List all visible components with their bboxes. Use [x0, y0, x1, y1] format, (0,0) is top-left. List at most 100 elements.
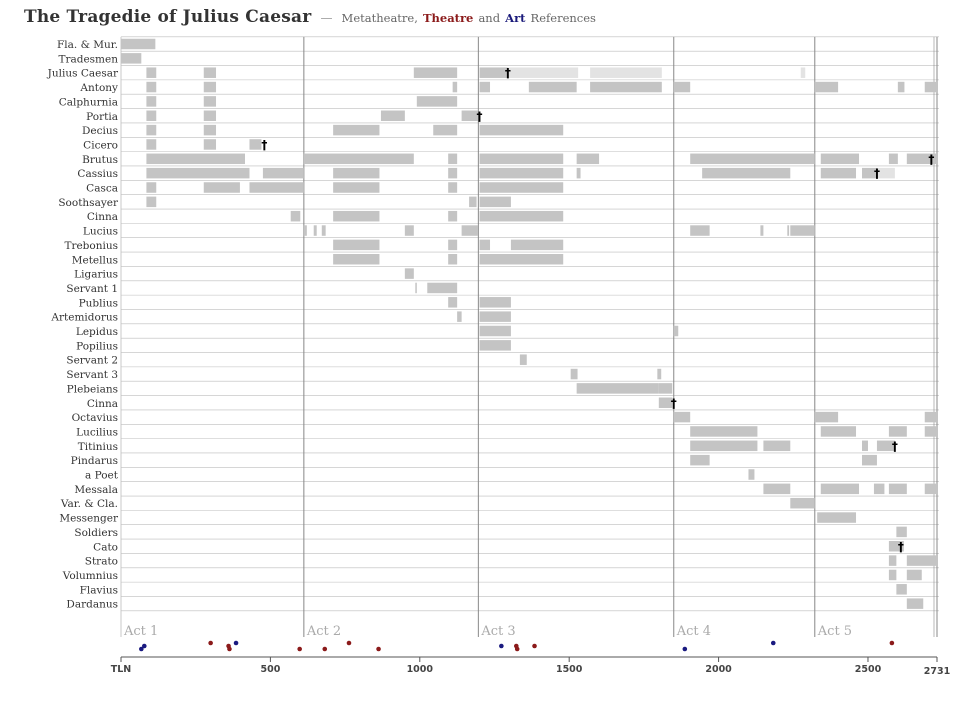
- character-label: Strato: [85, 556, 118, 568]
- x-end-label: 2731: [924, 666, 950, 677]
- presence-bar: [510, 239, 564, 251]
- presence-bar: [203, 67, 217, 78]
- presence-bar: [203, 182, 240, 193]
- presence-bar: [249, 139, 262, 150]
- presence-bar: [906, 153, 937, 165]
- presence-bar: [479, 81, 491, 93]
- presence-bar: [479, 311, 511, 322]
- art-reference-dot: [233, 640, 239, 646]
- death-marker: †: [928, 152, 934, 166]
- presence-bar: [888, 426, 907, 437]
- subtitle-and: and: [478, 11, 501, 25]
- presence-bar: [448, 297, 458, 308]
- presence-bar: [452, 81, 458, 93]
- presence-bar: [479, 239, 491, 251]
- presence-bar: [404, 268, 414, 279]
- subtitle-references: References: [530, 11, 596, 25]
- character-label: Decius: [82, 125, 118, 137]
- character-label: Casca: [86, 183, 118, 195]
- presence-bar: [457, 311, 462, 322]
- presence-bar: [570, 368, 578, 380]
- presence-bar: [787, 225, 790, 236]
- presence-bar: [203, 139, 217, 150]
- presence-bar: [290, 210, 301, 222]
- presence-bar: [873, 483, 885, 495]
- presence-bar: [479, 325, 511, 337]
- character-label: Pindarus: [71, 455, 118, 467]
- presence-bar: [333, 124, 380, 136]
- presence-bar: [528, 81, 577, 93]
- subtitle-art: Art: [505, 11, 526, 25]
- presence-bar: [121, 38, 156, 50]
- presence-bar: [427, 282, 458, 294]
- presence-bar: [146, 167, 250, 179]
- subtitle-metatheatre: Metatheatre,: [341, 11, 418, 25]
- character-label: Plebeians: [67, 383, 118, 395]
- character-label: Julius Caesar: [47, 68, 119, 80]
- presence-bar: [690, 426, 758, 437]
- character-label: Portia: [86, 111, 118, 123]
- presence-bar: [876, 440, 895, 452]
- presence-bar: [146, 182, 157, 193]
- presence-bar: [814, 81, 839, 93]
- presence-bar: [479, 254, 564, 265]
- presence-bar: [862, 167, 877, 179]
- presence-bar: [658, 383, 673, 394]
- x-tick-label: 1000: [407, 664, 434, 675]
- presence-bar: [906, 555, 937, 566]
- theatre-reference-dot: [376, 646, 381, 652]
- presence-bar: [146, 124, 157, 136]
- presence-bar: [897, 81, 905, 93]
- death-marker: †: [892, 439, 898, 453]
- presence-bar: [658, 397, 673, 408]
- presence-bar: [763, 440, 791, 452]
- presence-bar: [896, 526, 907, 538]
- presence-bar: [924, 426, 937, 437]
- presence-bar: [448, 239, 458, 251]
- x-tick-label: 500: [260, 664, 280, 675]
- presence-bar: [479, 210, 564, 222]
- presence-bar: [507, 67, 579, 78]
- presence-bar: [203, 81, 217, 93]
- presence-bar: [657, 368, 662, 380]
- character-label: Lucilius: [76, 426, 118, 438]
- presence-bar: [760, 225, 764, 236]
- character-label: Cicero: [83, 139, 118, 151]
- character-label: Soldiers: [74, 527, 118, 539]
- presence-bar: [888, 483, 907, 495]
- character-label: Servant 1: [66, 283, 118, 295]
- character-label: Lepidus: [76, 326, 118, 338]
- presence-bar: [888, 569, 897, 581]
- presence-bar: [763, 483, 791, 495]
- presence-bar: [590, 67, 662, 78]
- presence-bar: [146, 153, 245, 165]
- character-label: Lucius: [83, 226, 118, 238]
- presence-bar: [906, 598, 924, 609]
- title-separator: —: [320, 11, 333, 25]
- presence-bar: [479, 182, 564, 193]
- presence-bar: [906, 569, 922, 581]
- presence-bar: [313, 225, 317, 236]
- presence-bar: [790, 497, 815, 509]
- chart-title: The Tragedie of Julius Caesar — Metathea…: [24, 7, 596, 27]
- x-tick-label: 1500: [556, 664, 583, 675]
- death-marker: †: [898, 540, 904, 554]
- presence-bar: [413, 67, 458, 78]
- presence-bar: [924, 483, 937, 495]
- presence-bar: [690, 153, 815, 165]
- character-label: Messala: [74, 484, 118, 496]
- character-label: Antony: [79, 82, 118, 94]
- theatre-reference-dot: [227, 646, 232, 652]
- death-marker: †: [671, 396, 677, 410]
- presence-bar: [888, 541, 904, 552]
- character-label: Titinius: [78, 441, 118, 453]
- presence-bar: [576, 167, 581, 179]
- presence-bar: [303, 225, 307, 236]
- presence-bar: [448, 210, 458, 222]
- presence-bar: [690, 225, 710, 236]
- art-reference-dot: [142, 643, 147, 649]
- presence-bar: [519, 354, 527, 365]
- act-label: Act 4: [676, 624, 711, 639]
- presence-bar: [303, 153, 414, 165]
- presence-bar: [820, 426, 857, 437]
